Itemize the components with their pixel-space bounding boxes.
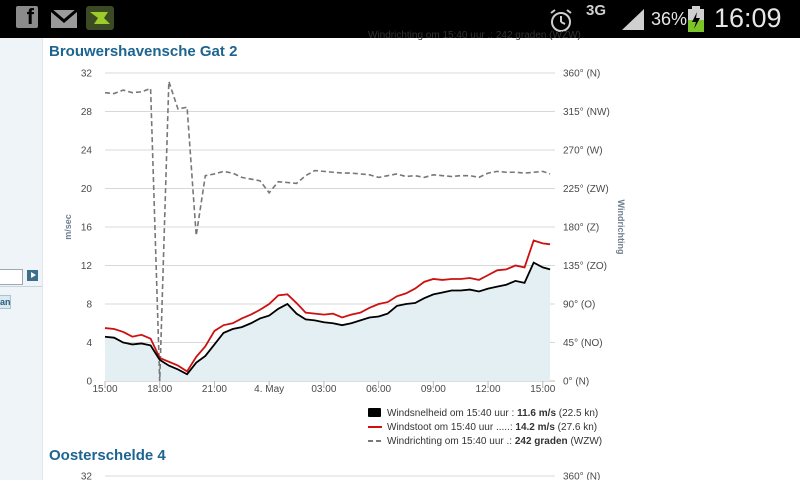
x-tick-label: 12:00 (476, 384, 501, 395)
y-tick-label: 0 (86, 377, 92, 388)
legend-item-windstoot[interactable]: Windstoot om 15:40 uur .....: 14.2 m/s (… (368, 422, 602, 436)
y2-tick-label: 45° (NO) (563, 338, 603, 349)
legend-value: 242 graden (514, 436, 568, 447)
y2-tick-label: 270° (W) (563, 146, 603, 157)
x-tick-label: 15:00 (530, 384, 555, 395)
search-input[interactable] (0, 269, 23, 285)
x-tick-label: 4. May (254, 384, 284, 395)
sidebar: an (0, 38, 43, 480)
y-axis-label: m/sec (63, 214, 73, 240)
alarm-icon (550, 9, 572, 32)
legend-value: 11.6 m/s (517, 408, 556, 419)
y2-tick-label: 180° (Z) (563, 223, 599, 234)
chart-legend: Windsnelheid om 15:40 uur : 11.6 m/s (22… (368, 408, 602, 450)
legend-label: Windrichting om 15:40 uur .: (387, 436, 513, 447)
signal-icon (622, 9, 644, 30)
go-button[interactable] (27, 270, 38, 281)
gmail-icon (50, 9, 78, 28)
facebook-icon: f (16, 4, 38, 29)
y-tick-label: 32 (81, 472, 93, 480)
battery-icon (688, 6, 704, 32)
x-tick-label: 15:00 (92, 384, 117, 395)
station-title[interactable]: Brouwershavensche Gat 2 (49, 43, 238, 60)
y-tick-label: 8 (86, 300, 92, 311)
wind-speed-line (104, 261, 551, 376)
y2-tick-label: 315° (NW) (563, 107, 610, 118)
y2-tick-label: 0° (N) (563, 377, 589, 388)
y2-tick-label: 90° (O) (563, 300, 595, 311)
y-tick-label: 12 (81, 261, 93, 272)
legend-extra: (22.5 kn) (558, 408, 599, 419)
y-tick-label: 28 (81, 107, 93, 118)
y-tick-label: 24 (81, 146, 93, 157)
legend-item-windrichting[interactable]: Windrichting om 15:40 uur .: 242 graden … (368, 436, 602, 450)
legend-extra: (WZW) (570, 436, 603, 447)
y2-tick-label: 360° (N) (563, 69, 600, 80)
clock: 16:09 (714, 3, 782, 33)
wind-gust-line (104, 239, 551, 373)
y2-axis-label: Windrichting (616, 200, 626, 255)
y2-tick-label: 225° (ZW) (563, 184, 609, 195)
network-type: 3G (586, 2, 607, 19)
y-tick-label: 16 (81, 223, 93, 234)
legend-item-windsnelheid[interactable]: Windsnelheid om 15:40 uur : 11.6 m/s (22… (368, 408, 602, 422)
legend-symbol (368, 436, 382, 446)
x-tick-label: 03:00 (311, 384, 336, 395)
y2-tick-label: 135° (ZO) (563, 261, 607, 272)
legend-symbol (368, 408, 382, 418)
legend-extra: (27.6 kn) (557, 422, 598, 433)
wind-speed-area (105, 262, 551, 381)
y-tick-label: 20 (81, 184, 93, 195)
x-tick-label: 18:00 (147, 384, 172, 395)
y2-tick-label: 360° (N) (563, 472, 600, 480)
sidebar-link[interactable]: an (0, 295, 11, 309)
legend-value: 14.2 m/s (515, 422, 555, 433)
x-tick-label: 21:00 (202, 384, 227, 395)
legend-label: Windsnelheid om 15:40 uur : (387, 408, 515, 419)
legend-label: Windstoot om 15:40 uur .....: (387, 422, 513, 433)
x-tick-label: 09:00 (421, 384, 446, 395)
legend-symbol (368, 422, 382, 432)
legend-top-cut: Windrichting om 15:40 uur .: 242 graden … (368, 30, 581, 41)
y-tick-label: 32 (81, 69, 93, 80)
x-tick-label: 06:00 (366, 384, 391, 395)
battery-percentage: 36% (651, 9, 688, 29)
status-bar: f 3G 36% 16:09 (0, 0, 800, 38)
divider (0, 286, 42, 287)
app-icon (86, 6, 114, 30)
station-title[interactable]: Oosterschelde 4 (49, 447, 166, 464)
y-tick-label: 4 (86, 338, 92, 349)
